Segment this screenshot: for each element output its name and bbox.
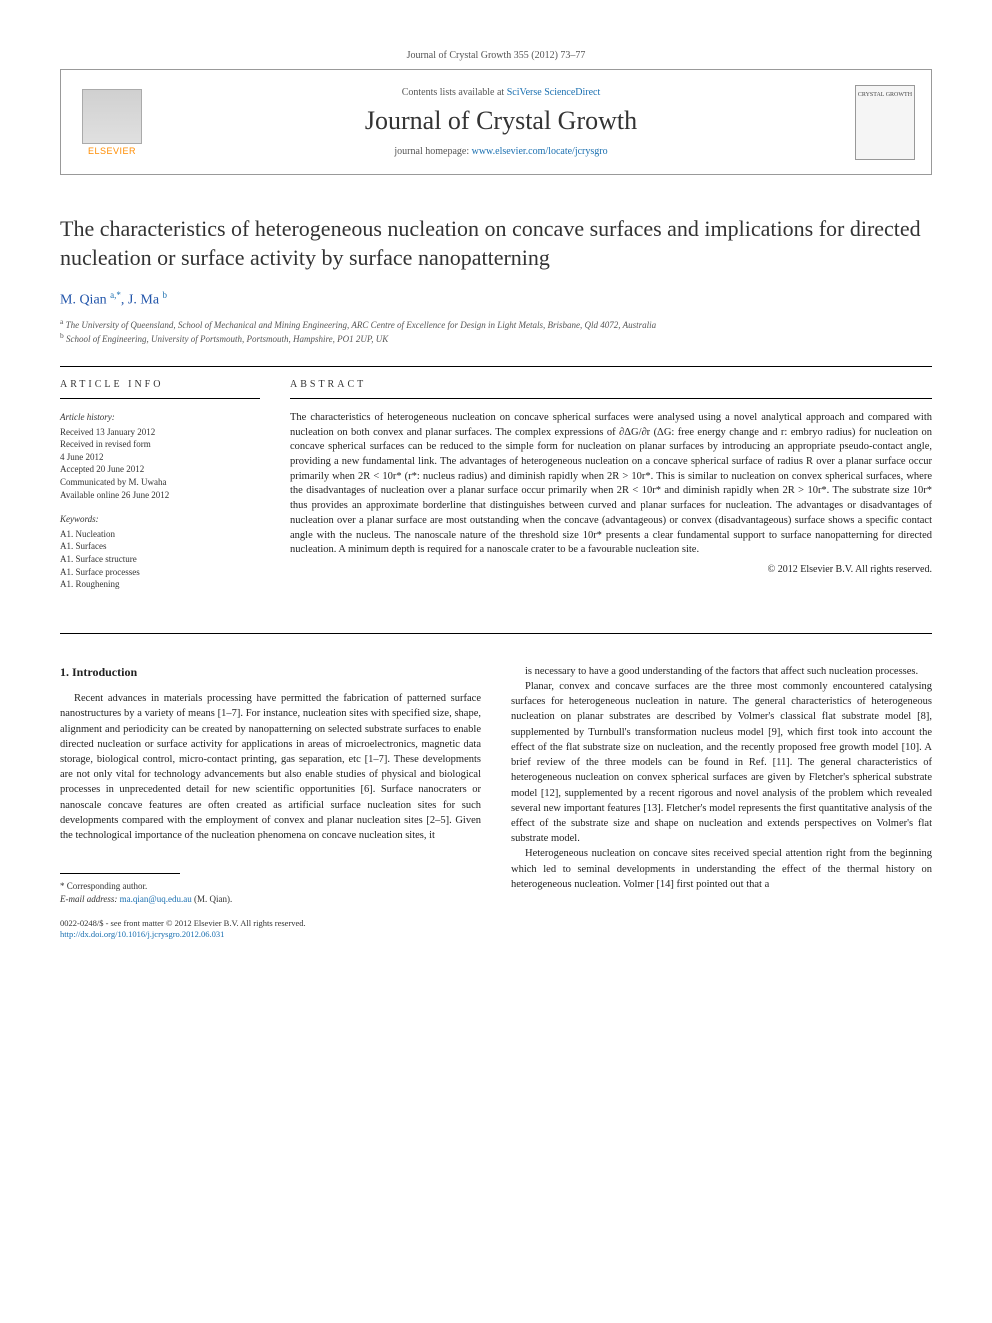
journal-header-box: ELSEVIER Contents lists available at Sci… xyxy=(60,69,932,175)
email-label: E-mail address: xyxy=(60,894,120,904)
keyword: A1. Nucleation xyxy=(60,528,260,541)
elsevier-label: ELSEVIER xyxy=(88,146,136,156)
history-line: Available online 26 June 2012 xyxy=(60,489,260,502)
contents-prefix: Contents lists available at xyxy=(402,87,507,98)
front-matter-line: 0022-0248/$ - see front matter © 2012 El… xyxy=(60,918,481,929)
body-column-left: 1. Introduction Recent advances in mater… xyxy=(60,664,481,940)
affiliations: a The University of Queensland, School o… xyxy=(60,317,932,346)
section-title: Introduction xyxy=(72,665,137,679)
history-line: Received in revised form xyxy=(60,438,260,451)
body-column-right: is necessary to have a good understandin… xyxy=(511,664,932,940)
keywords-block: Keywords: A1. Nucleation A1. Surfaces A1… xyxy=(60,513,260,591)
journal-homepage-line: journal homepage: www.elsevier.com/locat… xyxy=(163,146,839,157)
body-paragraph: Planar, convex and concave surfaces are … xyxy=(511,679,932,846)
journal-cover-thumbnail: CRYSTAL GROWTH xyxy=(855,85,915,160)
footnotes: * Corresponding author. E-mail address: … xyxy=(60,880,481,905)
article-info-column: ARTICLE INFO Article history: Received 1… xyxy=(60,379,260,603)
divider-top xyxy=(60,366,932,367)
sciverse-link[interactable]: SciVerse ScienceDirect xyxy=(507,87,601,98)
body-paragraph: Heterogeneous nucleation on concave site… xyxy=(511,846,932,892)
abstract-copyright: © 2012 Elsevier B.V. All rights reserved… xyxy=(290,564,932,575)
info-divider-1 xyxy=(60,398,260,399)
author-2-affil: b xyxy=(163,290,168,300)
section-heading: 1. Introduction xyxy=(60,664,481,681)
body-paragraph: is necessary to have a good understandin… xyxy=(511,664,932,679)
elsevier-logo: ELSEVIER xyxy=(77,82,147,162)
history-line: Accepted 20 June 2012 xyxy=(60,463,260,476)
journal-reference: Journal of Crystal Growth 355 (2012) 73–… xyxy=(60,50,932,61)
elsevier-tree-icon xyxy=(82,89,142,144)
corresponding-author: * Corresponding author. xyxy=(60,880,481,893)
authors-line: M. Qian a,*, J. Ma b xyxy=(60,290,932,309)
cover-text: CRYSTAL GROWTH xyxy=(858,92,912,98)
header-center: Contents lists available at SciVerse Sci… xyxy=(163,87,839,157)
author-2: J. Ma xyxy=(128,293,159,308)
affiliation-a: a The University of Queensland, School o… xyxy=(60,317,932,332)
keyword: A1. Surface structure xyxy=(60,553,260,566)
doi-line: http://dx.doi.org/10.1016/j.jcrysgro.201… xyxy=(60,929,481,940)
history-line: 4 June 2012 xyxy=(60,451,260,464)
abstract-text: The characteristics of heterogeneous nuc… xyxy=(290,411,932,558)
journal-name: Journal of Crystal Growth xyxy=(163,106,839,136)
body-paragraph: Recent advances in materials processing … xyxy=(60,691,481,843)
info-abstract-row: ARTICLE INFO Article history: Received 1… xyxy=(60,379,932,603)
keyword: A1. Roughening xyxy=(60,578,260,591)
affiliation-b: b School of Engineering, University of P… xyxy=(60,331,932,346)
article-info-heading: ARTICLE INFO xyxy=(60,379,260,390)
section-number: 1. xyxy=(60,665,69,679)
contents-lists-line: Contents lists available at SciVerse Sci… xyxy=(163,87,839,98)
divider-bottom xyxy=(60,633,932,634)
footnote-divider xyxy=(60,873,180,874)
body-columns: 1. Introduction Recent advances in mater… xyxy=(60,664,932,940)
article-history-block: Article history: Received 13 January 201… xyxy=(60,411,260,501)
author-1: M. Qian xyxy=(60,293,107,308)
homepage-prefix: journal homepage: xyxy=(394,146,471,157)
abstract-divider xyxy=(290,398,932,399)
article-title: The characteristics of heterogeneous nuc… xyxy=(60,215,932,272)
doi-link[interactable]: http://dx.doi.org/10.1016/j.jcrysgro.201… xyxy=(60,929,224,939)
abstract-heading: ABSTRACT xyxy=(290,379,932,390)
history-line: Received 13 January 2012 xyxy=(60,426,260,439)
history-line: Communicated by M. Uwaha xyxy=(60,476,260,489)
keyword: A1. Surfaces xyxy=(60,540,260,553)
email-line: E-mail address: ma.qian@uq.edu.au (M. Qi… xyxy=(60,893,481,906)
author-sep: , xyxy=(121,293,128,308)
keywords-label: Keywords: xyxy=(60,513,260,526)
homepage-link[interactable]: www.elsevier.com/locate/jcrysgro xyxy=(472,146,608,157)
history-label: Article history: xyxy=(60,411,260,424)
email-owner: (M. Qian). xyxy=(192,894,233,904)
keyword: A1. Surface processes xyxy=(60,566,260,579)
abstract-column: ABSTRACT The characteristics of heteroge… xyxy=(290,379,932,603)
bottom-meta: 0022-0248/$ - see front matter © 2012 El… xyxy=(60,918,481,940)
email-address[interactable]: ma.qian@uq.edu.au xyxy=(120,894,192,904)
